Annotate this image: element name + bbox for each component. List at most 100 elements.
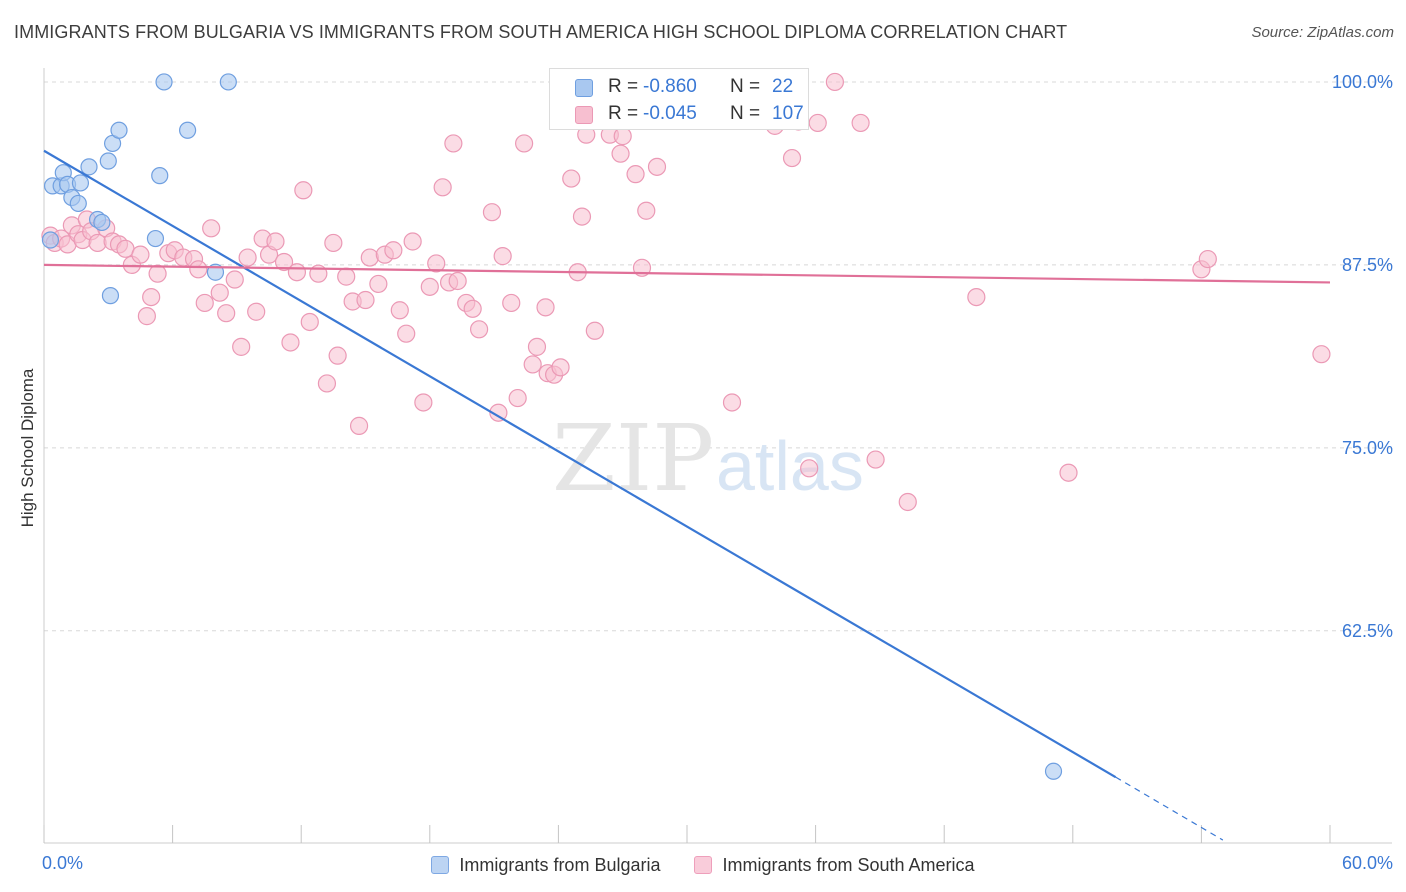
south-america-point bbox=[390, 301, 409, 320]
bulgaria-point bbox=[179, 121, 197, 139]
source-label: Source: ZipAtlas.com bbox=[1251, 24, 1394, 41]
south-america-point bbox=[142, 287, 161, 307]
stats-r-key: R = bbox=[608, 76, 639, 97]
south-america-point bbox=[898, 492, 917, 512]
watermark: ZIP atlas bbox=[552, 405, 864, 512]
bulgaria-point bbox=[41, 231, 60, 249]
south-america-point bbox=[420, 277, 439, 296]
south-america-point bbox=[1198, 249, 1217, 269]
south-america-point bbox=[349, 416, 369, 435]
stats-swatch-bulgaria bbox=[575, 79, 593, 97]
south-america-point bbox=[356, 290, 375, 310]
south-america-point bbox=[317, 374, 337, 393]
south-america-point bbox=[274, 252, 294, 272]
south-america-point bbox=[403, 232, 422, 251]
south-america-point bbox=[300, 312, 319, 332]
stats-row-south-america: R = -0.045 N = 107 bbox=[550, 100, 810, 128]
y-tick-label: 62.5% bbox=[1342, 621, 1393, 641]
legend-label-bulgaria: Immigrants from Bulgaria bbox=[459, 854, 661, 875]
south-america-point bbox=[502, 293, 521, 313]
bulgaria-point bbox=[101, 287, 120, 305]
south-america-point bbox=[866, 450, 885, 469]
south-america-point bbox=[137, 307, 156, 326]
x-tick-label-min: 0.0% bbox=[42, 853, 83, 873]
south-america-point bbox=[225, 270, 244, 289]
y-tick-label: 100.0% bbox=[1332, 72, 1393, 92]
stats-r-key: R = bbox=[608, 103, 639, 124]
south-america-point bbox=[433, 178, 452, 197]
y-tick-label: 75.0% bbox=[1342, 438, 1393, 458]
tick-labels: 62.5% 75.0% 87.5% 100.0% 0.0% 60.0% bbox=[42, 72, 1393, 873]
south-america-point bbox=[360, 248, 379, 267]
south-america-point bbox=[572, 207, 592, 226]
south-america-point bbox=[444, 134, 463, 153]
south-america-point bbox=[611, 144, 630, 163]
watermark-atlas: atlas bbox=[716, 427, 864, 505]
south-america-point bbox=[189, 260, 208, 279]
south-america-point bbox=[384, 241, 403, 260]
south-america-trend-line bbox=[43, 263, 1331, 284]
stats-n-key: N = bbox=[730, 76, 761, 97]
south-america-point bbox=[613, 127, 632, 146]
bulgaria-trend-extension bbox=[1115, 776, 1224, 841]
south-america-point bbox=[148, 264, 167, 283]
bulgaria-point bbox=[219, 73, 237, 91]
south-america-point bbox=[551, 358, 570, 377]
south-america-point bbox=[647, 157, 667, 176]
south-america-point bbox=[294, 181, 313, 200]
south-america-point bbox=[397, 324, 416, 343]
south-america-point bbox=[585, 321, 604, 340]
stats-n-value: 22 bbox=[772, 76, 794, 97]
bulgaria-point bbox=[151, 167, 169, 185]
south-america-point bbox=[463, 299, 482, 318]
south-america-point bbox=[369, 274, 388, 294]
legend-label-south-america: Immigrants from South America bbox=[722, 854, 975, 875]
bulgaria-point bbox=[1044, 762, 1063, 780]
south-america-point bbox=[523, 355, 542, 374]
south-america-point bbox=[626, 165, 645, 184]
bulgaria-point bbox=[110, 121, 128, 139]
legend-item-south-america[interactable]: Immigrants from South America bbox=[694, 854, 975, 876]
south-america-point bbox=[202, 219, 221, 238]
bulgaria-point bbox=[99, 152, 117, 170]
south-america-point bbox=[414, 393, 433, 412]
bulgaria-point bbox=[155, 73, 173, 91]
south-america-point bbox=[232, 337, 251, 356]
stats-row-bulgaria: R = -0.860 N = 22 bbox=[550, 73, 810, 101]
bulgaria-point bbox=[93, 213, 111, 232]
south-america-point bbox=[427, 254, 446, 273]
legend-item-bulgaria[interactable]: Immigrants from Bulgaria bbox=[431, 855, 660, 876]
south-america-point bbox=[287, 263, 307, 282]
south-america-point bbox=[515, 134, 534, 153]
bulgaria-point bbox=[71, 174, 90, 192]
south-america-point bbox=[637, 201, 656, 220]
bulgaria-trend-line bbox=[43, 149, 1117, 779]
south-america-point bbox=[195, 293, 214, 313]
south-america-point bbox=[489, 403, 508, 422]
south-america-point bbox=[210, 283, 229, 302]
south-america-point bbox=[469, 320, 489, 339]
south-america-point bbox=[508, 388, 527, 408]
south-america-point bbox=[247, 302, 266, 321]
legend-swatch-south-america bbox=[694, 856, 713, 874]
south-america-point bbox=[337, 267, 356, 286]
y-axis-label: High School Diploma bbox=[18, 368, 37, 528]
stats-box: R = -0.860 N = 22 R = -0.045 N = 107 bbox=[549, 68, 809, 130]
south-america-point bbox=[324, 233, 343, 253]
stats-n-key: N = bbox=[730, 103, 761, 124]
bulgaria-point bbox=[69, 194, 87, 213]
y-tick-label: 87.5% bbox=[1342, 255, 1393, 275]
south-america-point bbox=[131, 245, 150, 264]
grid-layer bbox=[44, 81, 1392, 632]
south-america-point bbox=[562, 169, 581, 188]
south-america-points bbox=[41, 72, 1331, 512]
south-america-point bbox=[1312, 345, 1331, 364]
south-america-point bbox=[281, 333, 300, 352]
bulgaria-point bbox=[146, 229, 165, 248]
stats-r-value: -0.860 bbox=[643, 76, 697, 97]
south-america-point bbox=[851, 113, 870, 133]
south-america-point bbox=[782, 148, 802, 168]
x-tick-label-max: 60.0% bbox=[1342, 853, 1393, 873]
stats-r-value: -0.045 bbox=[643, 103, 697, 124]
